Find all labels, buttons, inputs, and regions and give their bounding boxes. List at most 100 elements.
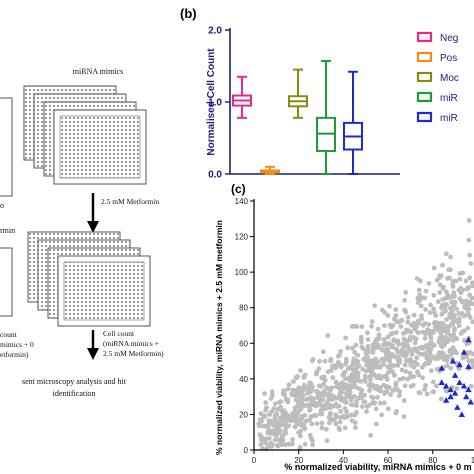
scatter-point-grey xyxy=(265,442,270,447)
scatter-point-grey xyxy=(322,358,328,364)
scatter-point-grey xyxy=(333,379,339,385)
scatter-point-grey xyxy=(464,341,470,347)
scatter-point-grey xyxy=(461,338,467,343)
scatter-point-grey xyxy=(394,318,400,324)
panel-c-xlabel: % normalized viability, miRNA mimics + 0… xyxy=(284,462,471,472)
panel-c-ylabel: % normalized viability, miRNA mimics + 2… xyxy=(214,220,224,455)
scatter-point-grey xyxy=(393,382,399,388)
scatter-point-grey xyxy=(338,397,344,403)
left-cut-mimics: mimics + 0 xyxy=(0,340,34,349)
scatter-point-grey xyxy=(403,369,409,374)
scatter-point-grey xyxy=(369,323,374,329)
scatter-point-grey xyxy=(367,384,373,390)
scatter-point-grey xyxy=(318,411,323,417)
scatter-point-highlight xyxy=(442,382,450,389)
scatter-point-grey xyxy=(338,349,343,354)
scatter-point-grey xyxy=(272,437,278,443)
scatter-point-grey xyxy=(446,275,452,281)
scatter-point-grey xyxy=(271,431,277,437)
scatter-point-grey xyxy=(440,297,446,302)
scatter-point-grey xyxy=(344,400,349,405)
scatter-point-grey xyxy=(466,358,472,364)
scatter-point-grey xyxy=(376,375,382,381)
scatter-point-grey xyxy=(462,304,467,310)
scatter-point-grey xyxy=(377,400,383,406)
scatter-point-grey xyxy=(468,383,474,389)
scatter-point-grey xyxy=(367,402,372,408)
scatter-point-grey xyxy=(373,406,379,412)
scatter-point-grey xyxy=(387,364,393,370)
scatter-point-grey xyxy=(297,417,303,423)
scatter-point-grey xyxy=(441,323,446,329)
panel-b-box-4 xyxy=(316,59,336,175)
scatter-point-grey xyxy=(365,343,371,349)
scatter-point-grey xyxy=(375,326,381,332)
scatter-point-grey xyxy=(319,425,325,431)
scatter-point-grey xyxy=(271,406,277,412)
scatter-point-grey xyxy=(353,342,359,348)
scatter-point-grey xyxy=(272,401,278,407)
scatter-point-grey xyxy=(416,320,422,326)
scatter-point-grey xyxy=(334,363,340,368)
scatter-point-grey xyxy=(444,330,450,336)
scatter-point-grey xyxy=(353,425,358,430)
scatter-point-grey xyxy=(378,388,383,394)
scatter-point-grey xyxy=(360,366,366,372)
scatter-point-grey xyxy=(415,362,420,367)
scatter-point-grey xyxy=(440,262,445,268)
scatter-point-grey xyxy=(467,275,473,281)
scatter-point-grey xyxy=(367,388,372,394)
scatter-point-grey xyxy=(285,399,291,405)
panel-b-box-1 xyxy=(232,75,252,119)
scatter-point-grey xyxy=(387,341,392,347)
scatter-point-grey xyxy=(297,444,303,450)
scatter-point-grey xyxy=(384,377,390,382)
scatter-point-grey xyxy=(368,373,374,378)
panel-c-ytick-label: 80 xyxy=(239,304,248,313)
panel-c-xtick-label: 20 xyxy=(294,456,303,465)
panel-b-box-2 xyxy=(260,165,280,175)
scatter-point-grey xyxy=(435,299,441,305)
scatter-point-grey xyxy=(398,324,404,329)
scatter-point-highlight xyxy=(447,393,454,400)
scatter-point-grey xyxy=(324,426,329,432)
legend-label-1: Neg xyxy=(440,33,458,44)
scatter-point-grey xyxy=(423,307,428,312)
scatter-point-highlight xyxy=(465,363,472,369)
scatter-point-grey xyxy=(468,261,474,266)
scatter-point-grey xyxy=(362,357,368,363)
scatter-point-grey xyxy=(347,377,353,383)
legend-swatch-3 xyxy=(416,71,433,83)
scatter-point-grey xyxy=(402,362,408,368)
scatter-point-grey xyxy=(411,312,417,318)
scatter-point-grey xyxy=(438,396,444,402)
scatter-point-grey xyxy=(366,365,372,371)
scatter-point-grey xyxy=(350,361,356,367)
scatter-point-grey xyxy=(379,347,385,353)
scatter-point-grey xyxy=(266,418,272,423)
scatter-point-grey xyxy=(323,391,329,397)
scatter-point-grey xyxy=(328,393,334,398)
scatter-point-grey xyxy=(358,334,364,340)
scatter-point-grey xyxy=(448,365,454,371)
scatter-point-grey xyxy=(410,322,416,327)
scatter-point-grey xyxy=(391,338,396,343)
scatter-point-grey xyxy=(436,325,442,331)
panel-c-points xyxy=(256,218,474,452)
scatter-point-grey xyxy=(293,374,299,380)
scatter-point-grey xyxy=(403,358,409,363)
scatter-point-grey xyxy=(324,438,330,443)
scatter-point-grey xyxy=(307,432,313,438)
scatter-point-grey xyxy=(359,324,365,329)
scatter-point-grey xyxy=(317,393,323,399)
scatter-point-grey xyxy=(361,399,367,405)
footer-line-2: identification xyxy=(53,389,96,398)
scatter-point-grey xyxy=(393,307,399,312)
scatter-point-grey xyxy=(422,321,427,326)
scatter-point-grey xyxy=(325,405,331,410)
scatter-point-grey xyxy=(419,316,425,322)
scatter-point-grey xyxy=(256,421,262,427)
scatter-point-grey xyxy=(293,397,299,403)
scatter-point-grey xyxy=(354,362,360,368)
scatter-point-grey xyxy=(353,410,359,415)
